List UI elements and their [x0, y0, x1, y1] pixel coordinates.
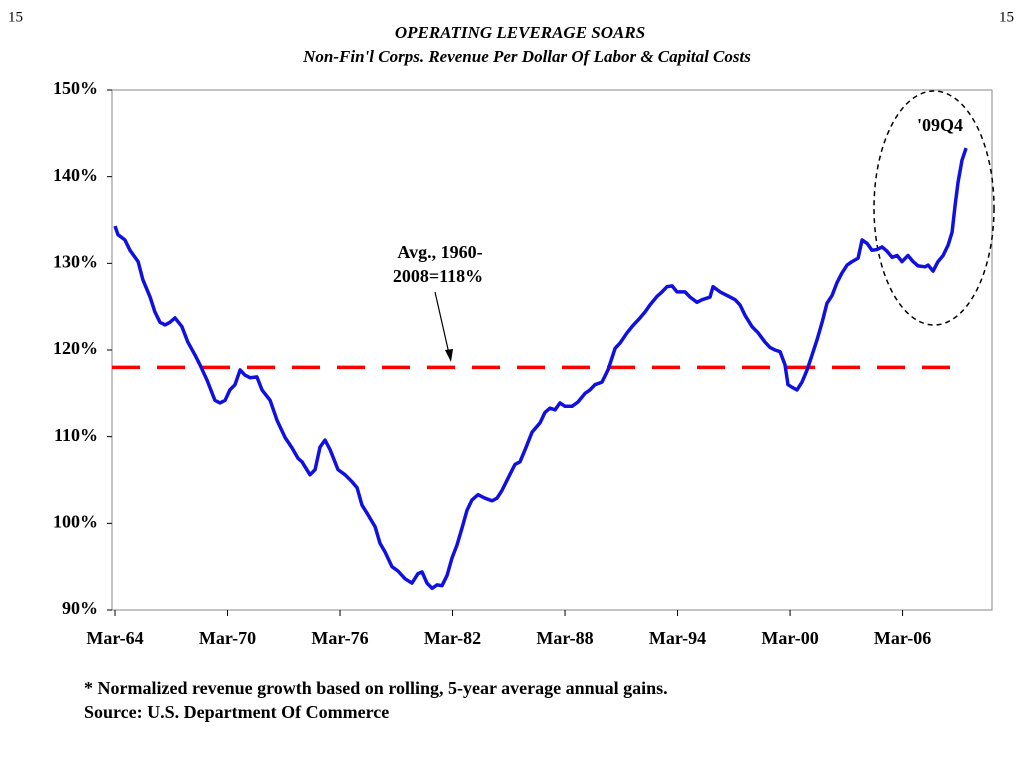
arrow-head [445, 349, 453, 362]
data-line [113, 147, 968, 591]
x-tick-label: Mar-94 [649, 628, 706, 648]
footnote: * Normalized revenue growth based on rol… [84, 678, 668, 698]
chart-title: OPERATING LEVERAGE SOARS [395, 23, 645, 42]
x-tick-label: Mar-88 [536, 628, 593, 648]
y-tick-label: 130% [53, 251, 98, 271]
annotation: 2008=118% [393, 266, 483, 286]
x-tick-label: Mar-82 [424, 628, 481, 648]
y-tick-label: 150% [53, 78, 98, 98]
x-tick-label: Mar-76 [311, 628, 368, 648]
plot-frame [111, 89, 993, 611]
x-tick-label: Mar-70 [199, 628, 256, 648]
annotation-arrow [434, 291, 451, 359]
y-tick-label: 120% [53, 338, 98, 358]
chart-subtitle: Non-Fin'l Corps. Revenue Per Dollar Of L… [302, 47, 751, 66]
page-number: 15 [999, 9, 1014, 25]
annotation: '09Q4 [917, 115, 963, 135]
highlight-ellipse [873, 90, 995, 326]
y-tick-label: 90% [62, 598, 98, 618]
y-tick-label: 140% [53, 165, 98, 185]
x-tick-label: Mar-64 [86, 628, 143, 648]
y-tick-label: 110% [54, 425, 98, 445]
y-tick-label: 100% [53, 511, 98, 531]
footnote: Source: U.S. Department Of Commerce [84, 702, 389, 722]
x-tick-label: Mar-00 [761, 628, 818, 648]
annotation: Avg., 1960- [397, 242, 482, 262]
x-tick-label: Mar-06 [874, 628, 931, 648]
page-number: 15 [8, 9, 23, 25]
